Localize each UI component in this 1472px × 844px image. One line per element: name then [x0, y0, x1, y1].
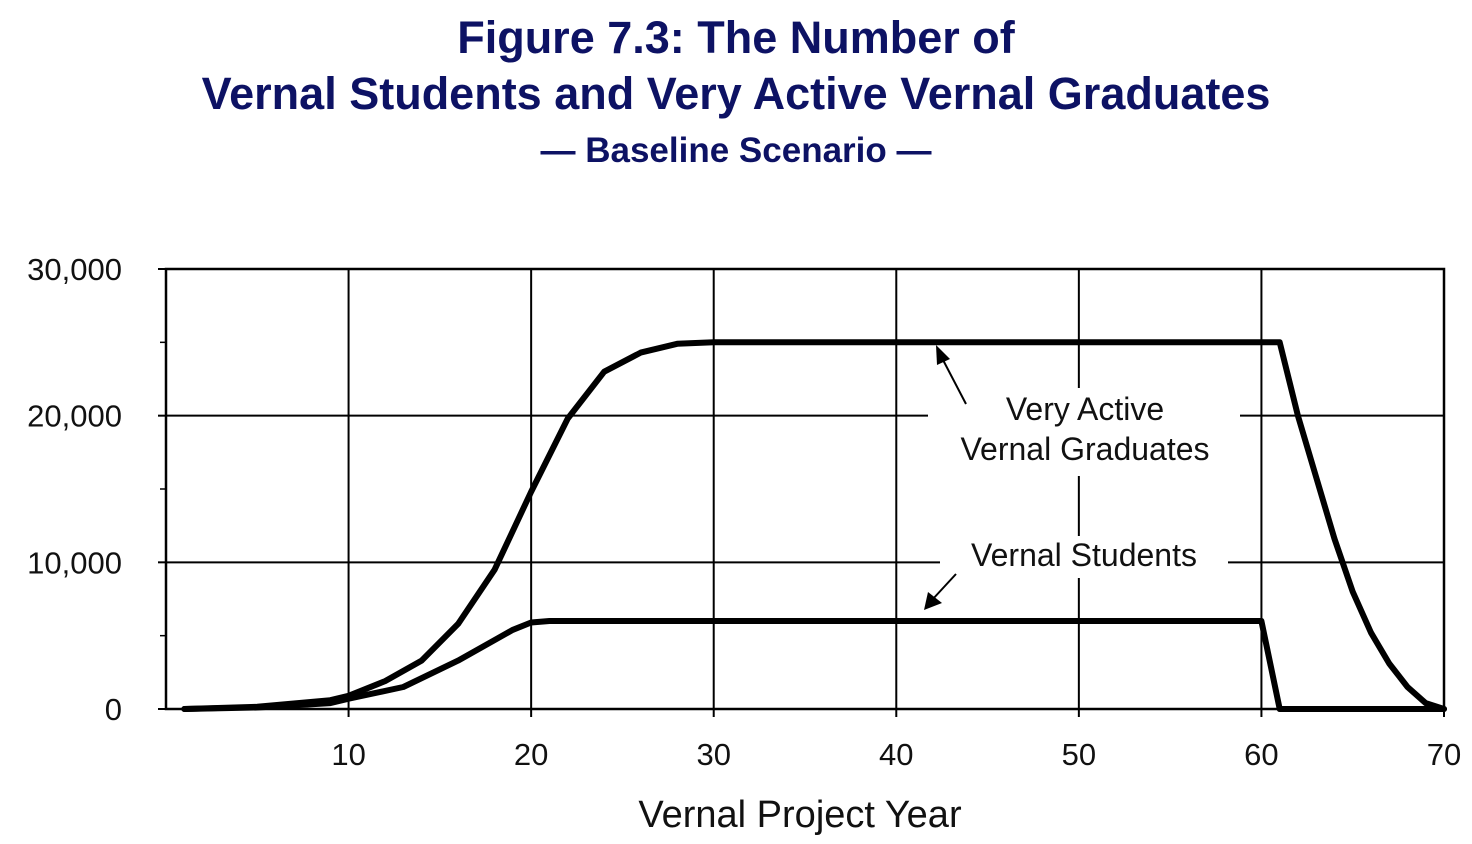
- annotation-graduates-line1: Very Active: [1006, 391, 1164, 427]
- y-tick-label: 10,000: [27, 545, 122, 580]
- x-tick-label: 50: [1062, 737, 1096, 772]
- x-tick-labels: 10 20 30 40 50 60 70: [331, 737, 1461, 772]
- plot-frame: [164, 267, 1446, 711]
- y-tick-label: 20,000: [27, 399, 122, 434]
- y-tick-labels: 0 10,000 20,000 30,000: [27, 252, 122, 727]
- chart-title-line1: Figure 7.3: The Number of: [457, 12, 1015, 63]
- x-axis-label: Vernal Project Year: [638, 794, 962, 836]
- annotation-bg-students: [940, 536, 1228, 578]
- x-tick-label: 70: [1427, 737, 1461, 772]
- series-line-graduates: [181, 339, 1447, 712]
- x-tick-label: 30: [696, 737, 730, 772]
- annotation-graduates-line2: Vernal Graduates: [960, 431, 1209, 467]
- x-tick-label: 40: [879, 737, 913, 772]
- y-tick-label: 0: [105, 692, 122, 727]
- chart-title-line2: Vernal Students and Very Active Vernal G…: [201, 68, 1271, 119]
- arrow-graduates: [936, 345, 967, 405]
- series-lines: [181, 339, 1447, 712]
- y-tick-label: 30,000: [27, 252, 122, 287]
- y-minor-ticks: [158, 268, 1445, 717]
- series-line-students: [181, 618, 1447, 712]
- annotation-bg-graduates: [928, 388, 1240, 476]
- arrow-students: [924, 573, 957, 610]
- annotation-students: Vernal Students: [971, 537, 1197, 573]
- chart-subtitle: — Baseline Scenario —: [540, 131, 932, 170]
- x-tick-label: 60: [1244, 737, 1278, 772]
- x-tick-label: 20: [514, 737, 548, 772]
- grid-lines: [166, 268, 1445, 710]
- x-tick-label: 10: [331, 737, 365, 772]
